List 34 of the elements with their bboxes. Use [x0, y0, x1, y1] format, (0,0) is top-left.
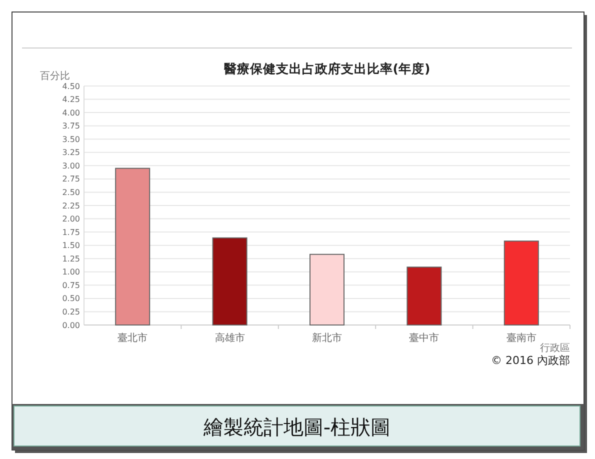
y-tick-label: 0.50: [62, 294, 80, 304]
y-tick-label: 0.25: [62, 308, 80, 317]
text: © 2016 內政部: [491, 354, 570, 367]
y-tick-label: 2.50: [62, 188, 80, 198]
x-tick-label: 高雄市: [214, 332, 245, 344]
y-tick-label: 3.00: [62, 161, 80, 170]
y-tick-label: 0.00: [62, 320, 80, 330]
y-axis-title: 百分比: [40, 70, 70, 82]
bar: [309, 254, 345, 326]
x-tick-label: 臺南市: [506, 332, 536, 344]
chart-title: 醫療保健支出占政府支出比率(年度): [224, 61, 430, 76]
y-tick-label: 4.00: [62, 108, 80, 118]
y-tick-label: 4.25: [62, 95, 80, 104]
bar: [115, 168, 150, 326]
y-tick-label: 2.00: [62, 214, 80, 224]
x-tick-label: 新北市: [312, 332, 342, 344]
y-tick-label: 1.50: [62, 241, 80, 250]
y-tick-label: 1.75: [62, 228, 80, 237]
x-tick-label: 臺北市: [118, 332, 148, 344]
y-tick-label: 2.25: [62, 201, 80, 210]
y-tick-label: 1.25: [62, 254, 80, 264]
y-tick-label: 3.75: [62, 122, 80, 131]
y-tick-label: 1.00: [62, 268, 80, 277]
y-tick-label: 0.75: [62, 280, 80, 290]
bar: [212, 237, 248, 326]
x-axis-title: 行政區: [540, 343, 570, 354]
bar: [504, 240, 539, 326]
y-tick-label: 4.50: [62, 82, 80, 91]
y-tick-label: 3.25: [62, 148, 80, 158]
bar: [406, 266, 442, 326]
x-tick-label: 臺中市: [409, 332, 440, 344]
y-tick-label: 3.50: [62, 134, 80, 144]
text: 繪製統計地圖-柱狀圖: [202, 415, 391, 439]
y-tick-label: 2.75: [62, 174, 80, 184]
